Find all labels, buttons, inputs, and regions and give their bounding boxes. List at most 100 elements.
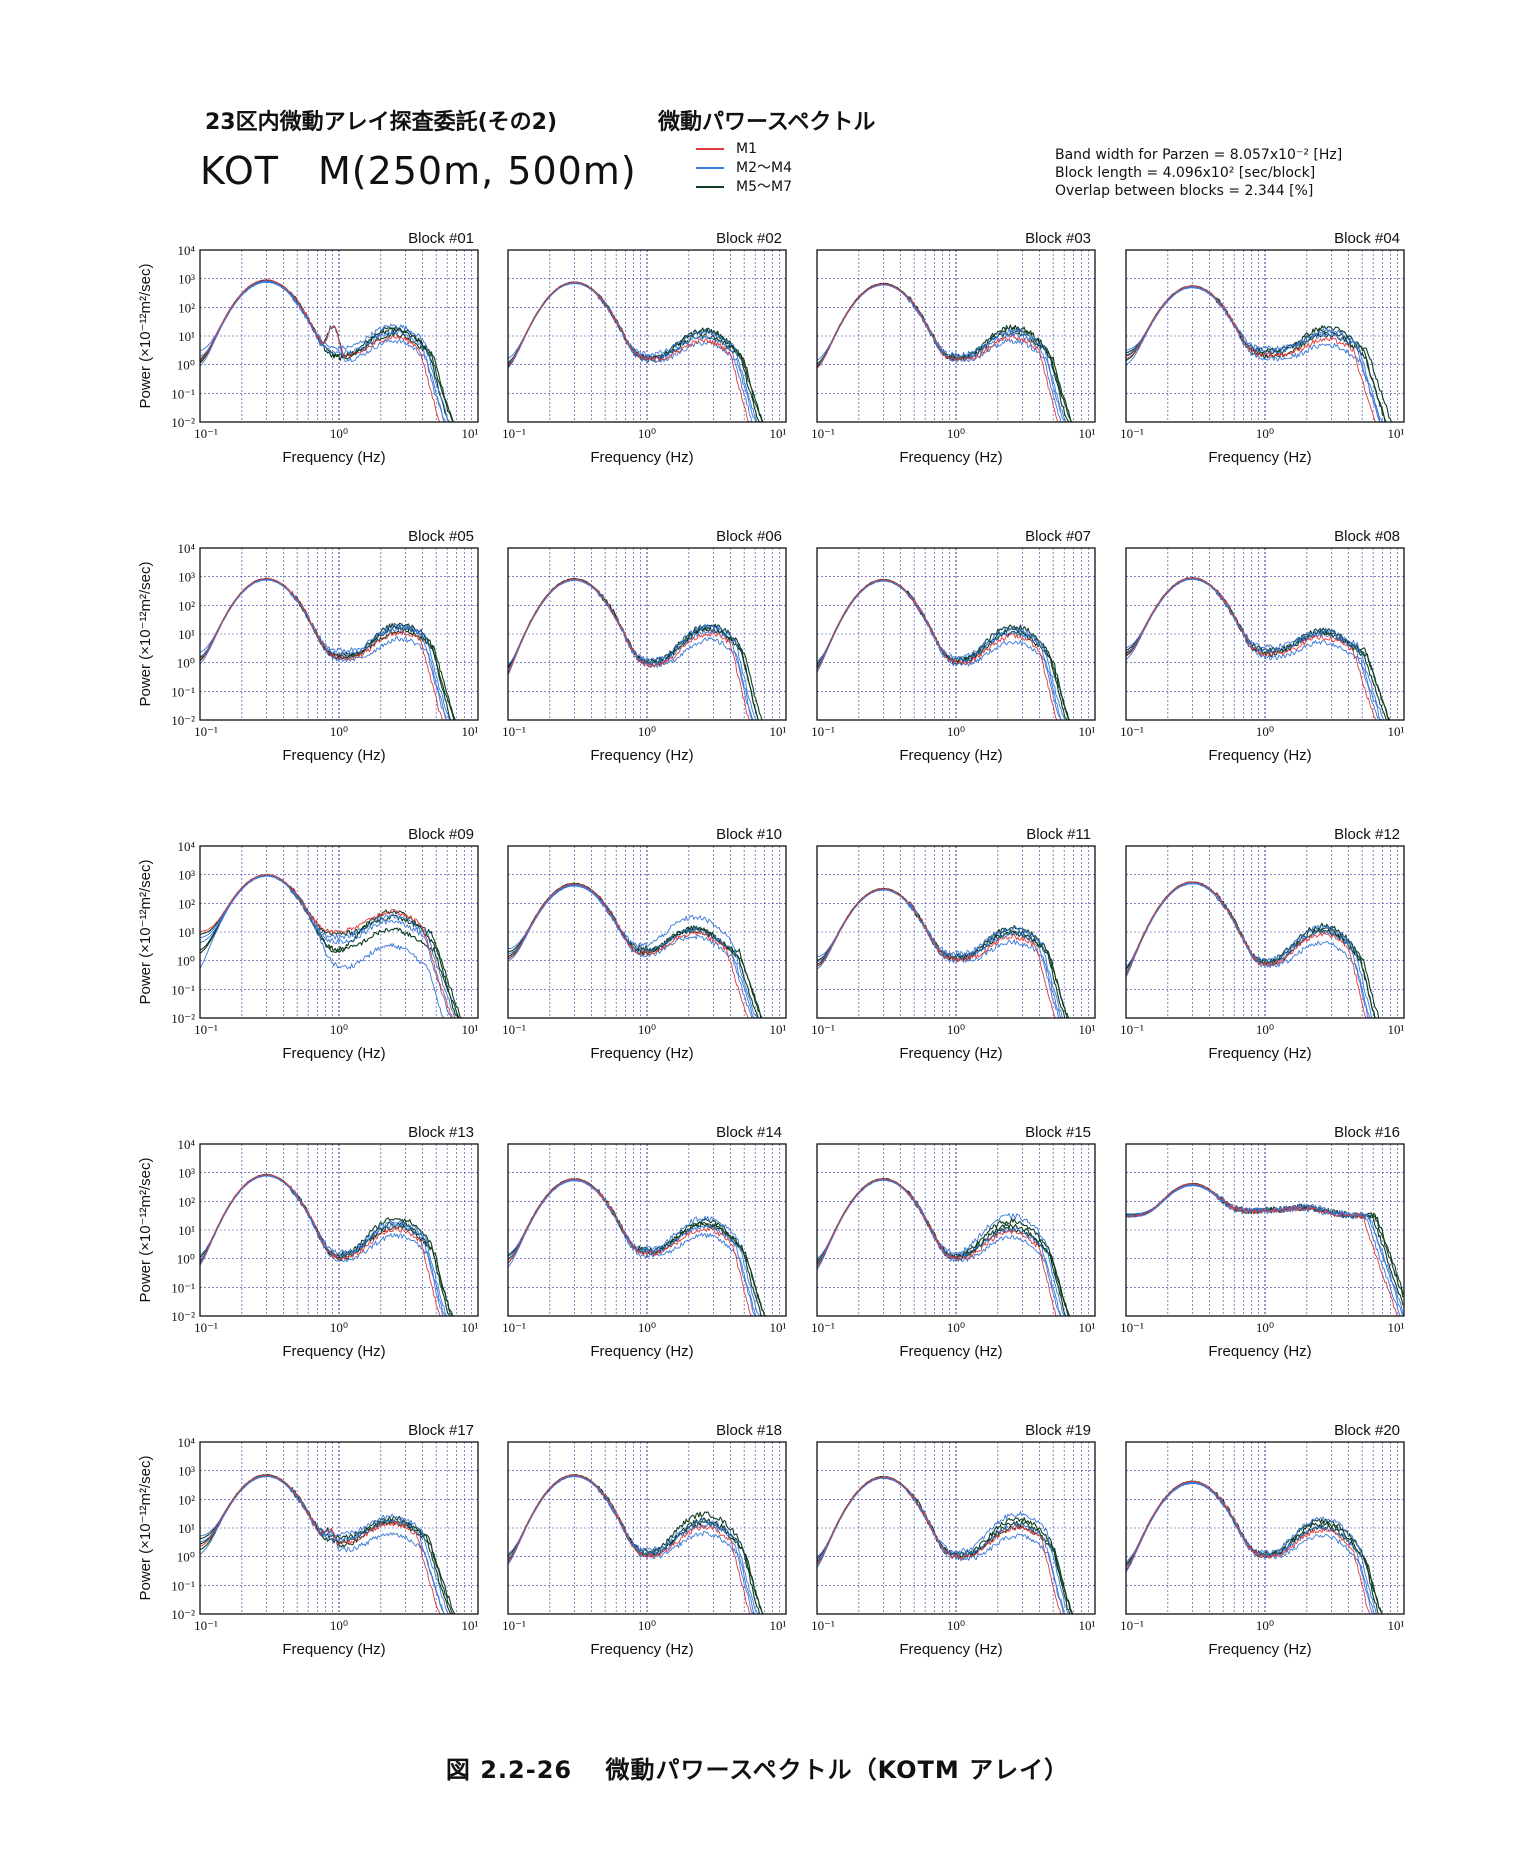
- block-title: Block #01: [408, 230, 474, 247]
- x-tick-label: 10¹: [1079, 1618, 1096, 1633]
- y-tick-label: 10⁻¹: [171, 1578, 195, 1593]
- x-axis-label: Frequency (Hz): [282, 1641, 385, 1658]
- x-tick-label: 10⁻¹: [1120, 1022, 1144, 1037]
- spectrum-line-1: [507, 1178, 786, 1317]
- x-axis-label: Frequency (Hz): [282, 1045, 385, 1062]
- plot-frame: [1125, 1441, 1405, 1615]
- plot-frame: [1125, 1143, 1405, 1317]
- spectrum-line-7: [816, 1476, 1095, 1615]
- y-tick-label: 10²: [178, 1194, 195, 1209]
- spectrum-line-1: [816, 1178, 1095, 1317]
- block-title: Block #16: [1334, 1124, 1400, 1141]
- x-tick-label: 10⁰: [330, 1022, 348, 1037]
- x-tick-label: 10⁻¹: [1120, 426, 1144, 441]
- y-tick-label: 10⁰: [177, 358, 195, 373]
- spectrum-line-2: [199, 281, 478, 423]
- legend: M1 M2～M4 M5～M7: [696, 140, 836, 196]
- spectrum-panel: Block #20 10⁻¹ 10⁰ 10¹ Frequency (Hz): [1120, 1422, 1405, 1658]
- x-tick-label: 10⁻¹: [1120, 724, 1144, 739]
- x-axis-label: Frequency (Hz): [590, 1641, 693, 1658]
- y-tick-label: 10⁴: [177, 1137, 195, 1152]
- spectrum-line-6: [816, 1476, 1095, 1615]
- x-axis-label: Frequency (Hz): [590, 747, 693, 764]
- y-tick-label: 10¹: [178, 329, 195, 344]
- spectrum-panel: Block #08 10⁻¹ 10⁰ 10¹ Frequency (Hz): [1120, 528, 1405, 764]
- x-axis-label: Frequency (Hz): [1208, 1343, 1311, 1360]
- x-axis-label: Frequency (Hz): [899, 1343, 1002, 1360]
- spectrum-panel: Block #12 10⁻¹ 10⁰ 10¹ Frequency (Hz): [1120, 826, 1405, 1062]
- x-tick-label: 10¹: [1388, 1320, 1405, 1335]
- legend-label: M1: [736, 141, 757, 157]
- y-tick-label: 10³: [178, 272, 195, 287]
- x-axis-label: Frequency (Hz): [282, 747, 385, 764]
- x-tick-label: 10¹: [462, 1320, 479, 1335]
- spectrum-panel: Block #04 10⁻¹ 10⁰ 10¹ Frequency (Hz): [1120, 230, 1405, 466]
- x-tick-label: 10⁻¹: [502, 1022, 526, 1037]
- spectrum-panel: Block #07 10⁻¹ 10⁰ 10¹ Frequency (Hz): [811, 528, 1096, 764]
- spectrum-line-5: [816, 1475, 1095, 1615]
- block-title: Block #02: [716, 230, 782, 247]
- x-axis-label: Frequency (Hz): [1208, 449, 1311, 466]
- y-tick-label: 10³: [178, 1166, 195, 1181]
- spectrum-line-1: [199, 578, 478, 721]
- y-tick-label: 10⁻²: [171, 1607, 195, 1622]
- x-tick-label: 10⁰: [1256, 1618, 1274, 1633]
- y-tick-label: 10⁻²: [171, 1309, 195, 1324]
- spectrum-line-1: [507, 1474, 786, 1615]
- y-axis-label: Power (×10⁻¹²m²/sec): [137, 859, 154, 1004]
- legend-item-m5-m7: M5～M7: [696, 178, 836, 196]
- x-axis-label: Frequency (Hz): [1208, 747, 1311, 764]
- block-title: Block #17: [408, 1422, 474, 1439]
- spectrum-line-3: [816, 1179, 1095, 1317]
- x-tick-label: 10⁻¹: [194, 1022, 218, 1037]
- param-bandwidth: Band width for Parzen = 8.057x10⁻² [Hz]: [1055, 147, 1343, 163]
- x-tick-label: 10⁰: [1256, 426, 1274, 441]
- y-tick-label: 10²: [178, 1492, 195, 1507]
- figure-caption-text: 微動パワースペクトル（KOTM アレイ）: [605, 1756, 1070, 1784]
- x-tick-label: 10¹: [1388, 1022, 1405, 1037]
- y-tick-label: 10¹: [178, 1521, 195, 1536]
- x-tick-label: 10⁰: [1256, 1320, 1274, 1335]
- spectrum-line-1: [507, 281, 786, 423]
- x-tick-label: 10¹: [462, 1618, 479, 1633]
- plot-frame: [199, 1143, 479, 1317]
- block-title: Block #10: [716, 826, 782, 843]
- x-tick-label: 10⁻¹: [1120, 1618, 1144, 1633]
- spectrum-line-1: [507, 578, 786, 721]
- x-tick-label: 10⁻¹: [811, 426, 835, 441]
- x-tick-label: 10⁻¹: [194, 724, 218, 739]
- x-axis-label: Frequency (Hz): [899, 1641, 1002, 1658]
- x-tick-label: 10⁻¹: [194, 1320, 218, 1335]
- x-tick-label: 10⁻¹: [502, 724, 526, 739]
- x-tick-label: 10¹: [1079, 724, 1096, 739]
- spectrum-line-2: [199, 1475, 478, 1615]
- legend-swatch: [696, 148, 724, 150]
- legend-label: M2～M4: [736, 160, 792, 176]
- block-title: Block #13: [408, 1124, 474, 1141]
- legend-item-m1: M1: [696, 140, 836, 158]
- spectrum-line-1: [1125, 285, 1404, 423]
- legend-swatch: [696, 167, 724, 169]
- x-tick-label: 10¹: [770, 1320, 787, 1335]
- spectrum-line-2: [199, 1175, 478, 1317]
- plot-frame: [507, 1143, 787, 1317]
- spectrum-line-2: [507, 884, 786, 1019]
- param-block-length: Block length = 4.096x10² [sec/block]: [1055, 165, 1316, 181]
- y-tick-label: 10²: [178, 598, 195, 613]
- spectrum-line-4: [816, 1179, 1095, 1317]
- x-tick-label: 10⁰: [638, 724, 656, 739]
- x-tick-label: 10¹: [770, 1618, 787, 1633]
- y-tick-label: 10⁰: [177, 954, 195, 969]
- spectrum-line-3: [1125, 1481, 1404, 1615]
- block-title: Block #18: [716, 1422, 782, 1439]
- block-title: Block #06: [716, 528, 782, 545]
- spectrum-line-2: [1125, 1482, 1404, 1615]
- x-tick-label: 10¹: [1079, 1022, 1096, 1037]
- block-title: Block #08: [1334, 528, 1400, 545]
- spectrum-line-4: [1125, 287, 1404, 423]
- y-tick-label: 10⁻²: [171, 415, 195, 430]
- spectrum-line-4: [199, 1175, 478, 1317]
